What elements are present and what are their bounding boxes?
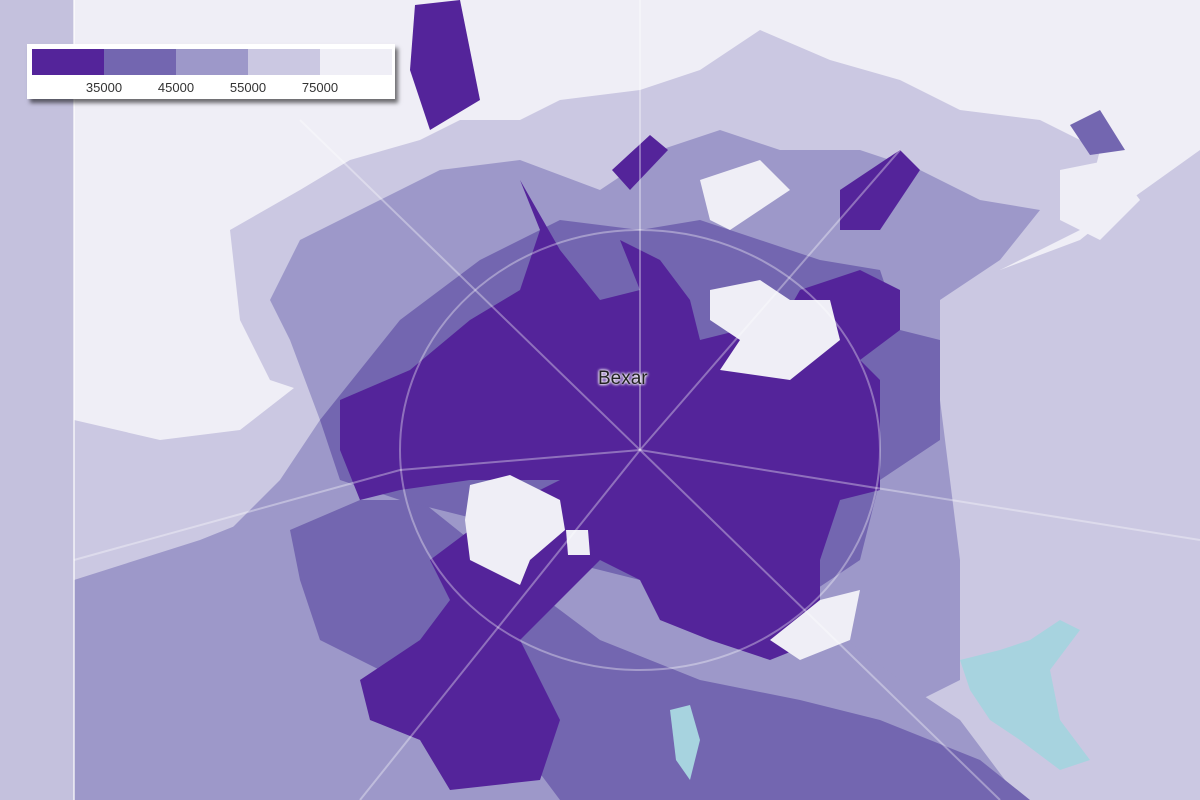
highway-network bbox=[73, 0, 1200, 800]
legend-swatch-4 bbox=[248, 49, 320, 75]
legend-swatch-5 bbox=[320, 49, 392, 75]
legend-swatch-3 bbox=[176, 49, 248, 75]
legend-break-label: 35000 bbox=[85, 80, 123, 95]
legend-break-label: 55000 bbox=[229, 80, 267, 95]
tract-northeast-medium bbox=[1070, 110, 1125, 155]
tract-northeast-dark bbox=[840, 150, 920, 230]
tract-north-dark-2 bbox=[612, 135, 668, 190]
tract-light-hole-northeast bbox=[1060, 160, 1140, 240]
tract-light-hole-northcentral bbox=[710, 280, 840, 380]
tract-north-dark-strip bbox=[410, 0, 480, 130]
tract-light-hole-southwest bbox=[465, 475, 565, 585]
county-outside-west bbox=[0, 0, 74, 800]
place-label-bexar: Bexar bbox=[598, 368, 648, 389]
tract-region-core-low-income bbox=[340, 180, 900, 790]
water-pond bbox=[670, 705, 700, 780]
legend-swatches bbox=[32, 49, 392, 75]
legend-swatch-1 bbox=[32, 49, 104, 75]
tract-light-hole-small bbox=[566, 530, 590, 555]
legend: 35000 45000 55000 75000 bbox=[27, 44, 395, 99]
legend-break-label: 45000 bbox=[157, 80, 195, 95]
lake-water bbox=[960, 620, 1090, 770]
tract-light-hole-north bbox=[700, 160, 790, 230]
legend-swatch-2 bbox=[104, 49, 176, 75]
legend-break-label: 75000 bbox=[301, 80, 339, 95]
tract-light-south-east bbox=[770, 590, 860, 660]
